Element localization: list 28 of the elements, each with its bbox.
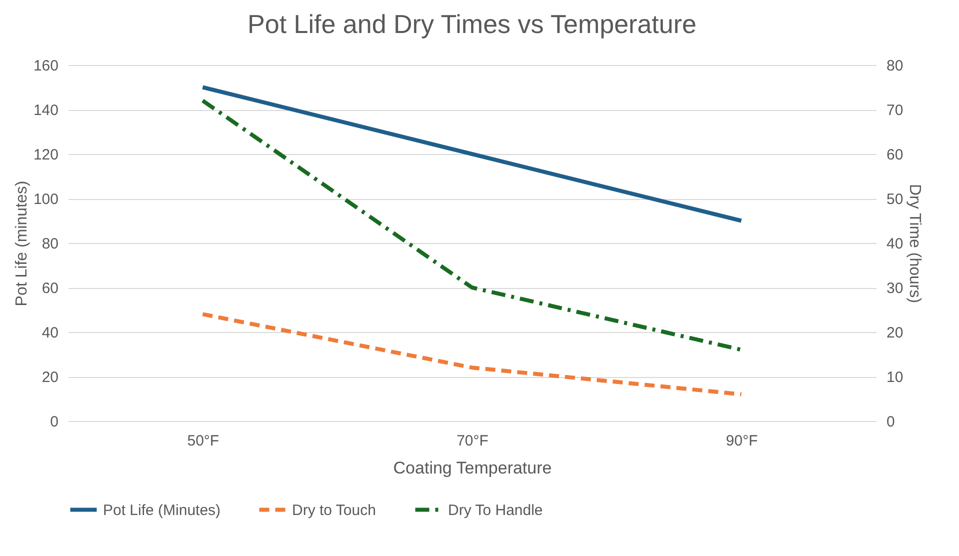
x-tick-label: 50°F xyxy=(187,432,220,450)
y2-tick-label: 60 xyxy=(886,146,904,164)
y-tick-label: 140 xyxy=(33,102,58,119)
y-tick-label: 60 xyxy=(42,280,58,297)
y-tick-label: 100 xyxy=(33,191,58,208)
y2-tick-label: 40 xyxy=(886,236,904,252)
y2-tick-label: 30 xyxy=(886,280,904,297)
x-tick-label: 70°F xyxy=(456,432,488,450)
y2-tick-label: 80 xyxy=(886,58,904,74)
y-tick-label: 80 xyxy=(42,236,58,252)
y2-tick-label: 50 xyxy=(886,191,904,208)
y2-tick-label: 0 xyxy=(886,414,895,430)
y-tick-label: 20 xyxy=(42,369,58,386)
y2-tick-label: 20 xyxy=(886,324,904,342)
y2-tick-label: 70 xyxy=(886,102,904,119)
y-tick-label: 120 xyxy=(33,146,58,164)
y2-tick-label: 10 xyxy=(886,369,904,386)
legend-label: Pot Life (Minutes) xyxy=(103,502,221,519)
legend-label: Dry to Touch xyxy=(292,502,376,519)
y-tick-label: 40 xyxy=(42,324,58,342)
y-tick-label: 0 xyxy=(50,414,58,430)
y-axis-title: Pot Life (minutes) xyxy=(13,180,30,306)
x-tick-label: 90°F xyxy=(726,432,758,450)
y2-axis-title: Dry Time (hours) xyxy=(906,184,924,304)
x-axis-title: Coating Temperature xyxy=(393,458,552,478)
chart-title: Pot Life and Dry Times vs Temperature xyxy=(248,9,696,39)
y-tick-label: 160 xyxy=(33,58,58,74)
legend-label: Dry To Handle xyxy=(448,502,543,519)
